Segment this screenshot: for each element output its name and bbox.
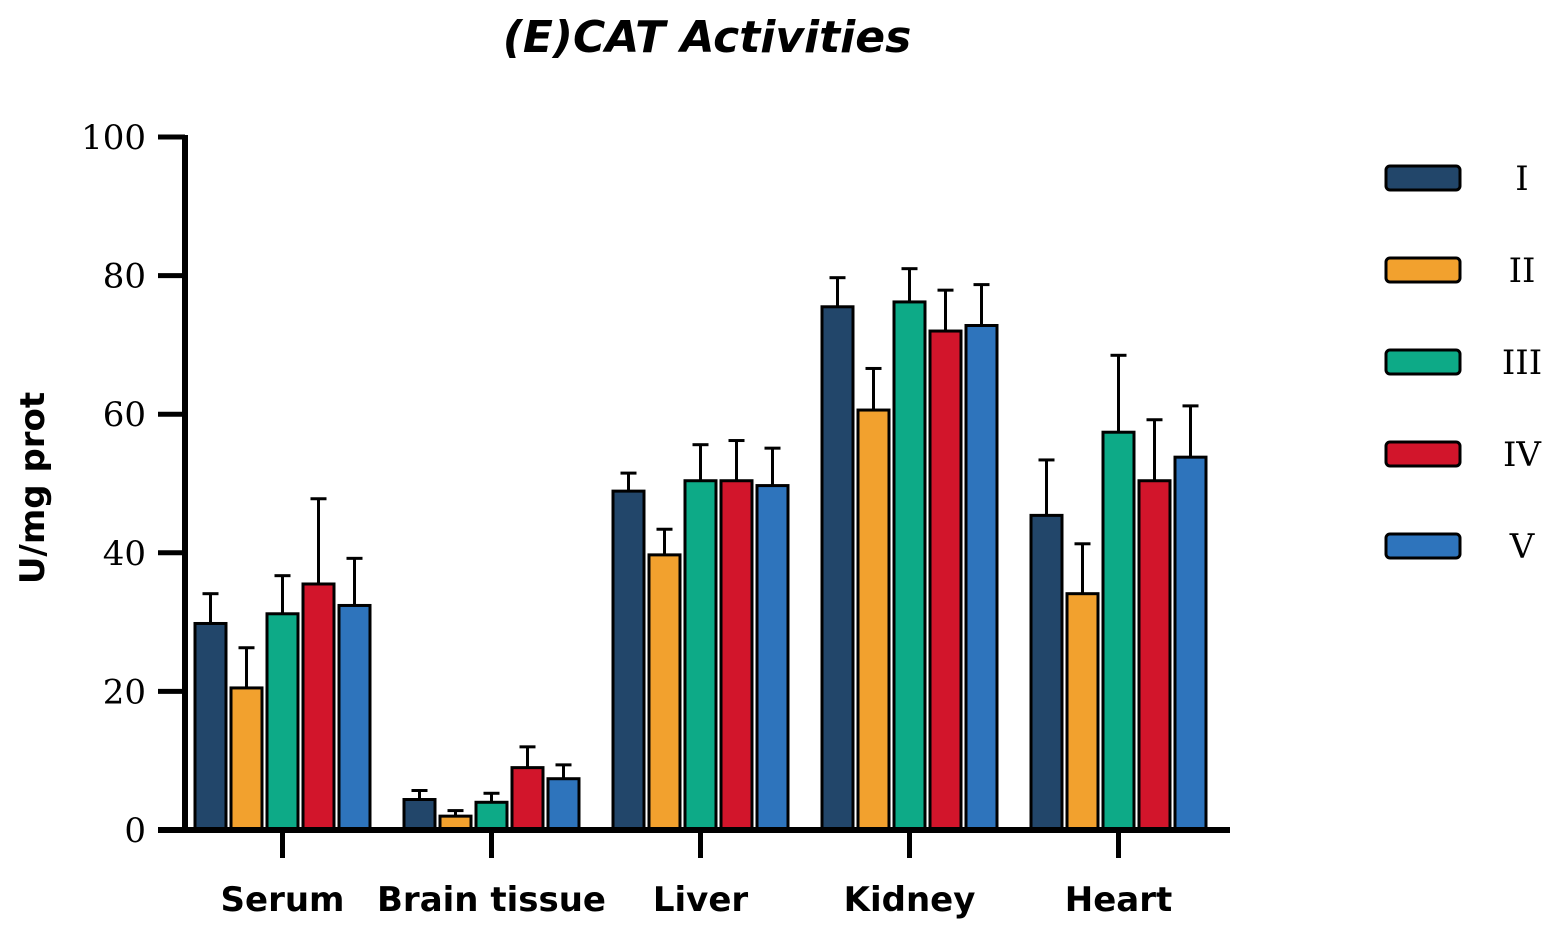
y-tick-label: 0 (124, 811, 146, 851)
bar (510, 766, 545, 832)
bar (928, 329, 963, 832)
y-tick-label: 100 (81, 118, 146, 158)
legend-swatch (1384, 256, 1462, 284)
bar (229, 686, 264, 832)
bar (193, 621, 228, 832)
bar (892, 300, 927, 832)
plot-area: Serum Brain tissue Liver Kidney Heart 0 20 40 60… (81, 118, 1230, 920)
bar (683, 479, 718, 832)
bar (546, 777, 581, 832)
chart-title: (E)CAT Activities (503, 12, 912, 63)
bar (1029, 513, 1064, 832)
bar (647, 553, 682, 832)
legend-swatch (1384, 440, 1462, 468)
bar (820, 305, 855, 832)
legend-label: III (1502, 343, 1542, 383)
legend-swatch (1384, 532, 1462, 560)
y-tick-label: 20 (103, 672, 146, 712)
legend-label: I (1515, 159, 1528, 199)
x-tick-label: Serum (221, 880, 345, 920)
legend-swatch (1384, 348, 1462, 376)
y-axis-label: U/mg prot (13, 392, 53, 584)
x-tick-label: Brain tissue (377, 880, 606, 920)
bar (337, 603, 372, 832)
bar (402, 798, 437, 832)
y-tick-label: 40 (103, 534, 146, 574)
bar (265, 612, 300, 832)
bar (1173, 455, 1208, 832)
legend-label: II (1509, 251, 1536, 291)
x-tick-label: Heart (1065, 880, 1172, 920)
bar (474, 800, 509, 832)
x-tick-label: Kidney (844, 880, 976, 920)
y-tick-label: 80 (103, 257, 146, 297)
bar (856, 408, 891, 832)
bar (964, 323, 999, 832)
bar (1137, 479, 1172, 832)
legend-label: V (1509, 527, 1536, 567)
legend-label: IV (1503, 435, 1542, 475)
bar (301, 582, 336, 832)
bar (719, 479, 754, 832)
x-tick-label: Liver (653, 880, 749, 920)
bar (1101, 430, 1136, 832)
bar (611, 489, 646, 832)
bar (1065, 592, 1100, 832)
bar (755, 484, 790, 832)
legend-swatch (1384, 164, 1462, 192)
y-tick-label: 60 (103, 395, 146, 435)
